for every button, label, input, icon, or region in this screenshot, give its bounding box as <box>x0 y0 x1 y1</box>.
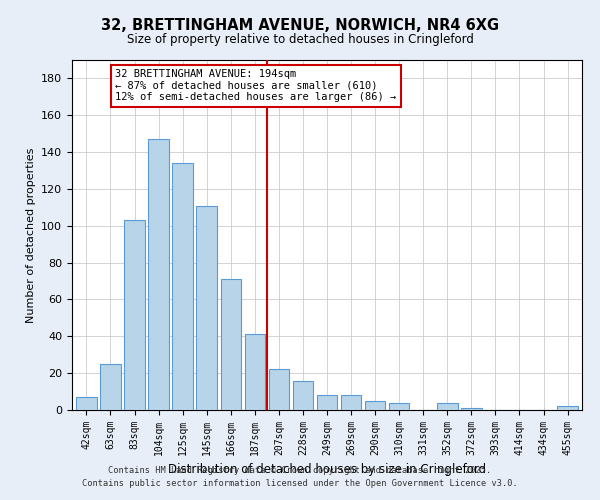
Bar <box>196 206 217 410</box>
Text: 32, BRETTINGHAM AVENUE, NORWICH, NR4 6XG: 32, BRETTINGHAM AVENUE, NORWICH, NR4 6XG <box>101 18 499 32</box>
Bar <box>461 408 482 410</box>
Bar <box>389 402 409 410</box>
Text: Contains HM Land Registry data © Crown copyright and database right 2025.
Contai: Contains HM Land Registry data © Crown c… <box>82 466 518 487</box>
Bar <box>76 397 97 410</box>
Bar <box>365 401 385 410</box>
Y-axis label: Number of detached properties: Number of detached properties <box>26 148 35 322</box>
Bar <box>341 396 361 410</box>
Bar <box>293 380 313 410</box>
Bar <box>269 370 289 410</box>
Bar <box>557 406 578 410</box>
Bar <box>148 139 169 410</box>
Text: Size of property relative to detached houses in Cringleford: Size of property relative to detached ho… <box>127 32 473 46</box>
Bar <box>221 279 241 410</box>
Text: 32 BRETTINGHAM AVENUE: 194sqm
← 87% of detached houses are smaller (610)
12% of : 32 BRETTINGHAM AVENUE: 194sqm ← 87% of d… <box>115 69 397 102</box>
X-axis label: Distribution of detached houses by size in Cringleford: Distribution of detached houses by size … <box>168 464 486 476</box>
Bar <box>245 334 265 410</box>
Bar <box>172 163 193 410</box>
Bar <box>100 364 121 410</box>
Bar <box>124 220 145 410</box>
Bar <box>317 396 337 410</box>
Bar <box>437 402 458 410</box>
